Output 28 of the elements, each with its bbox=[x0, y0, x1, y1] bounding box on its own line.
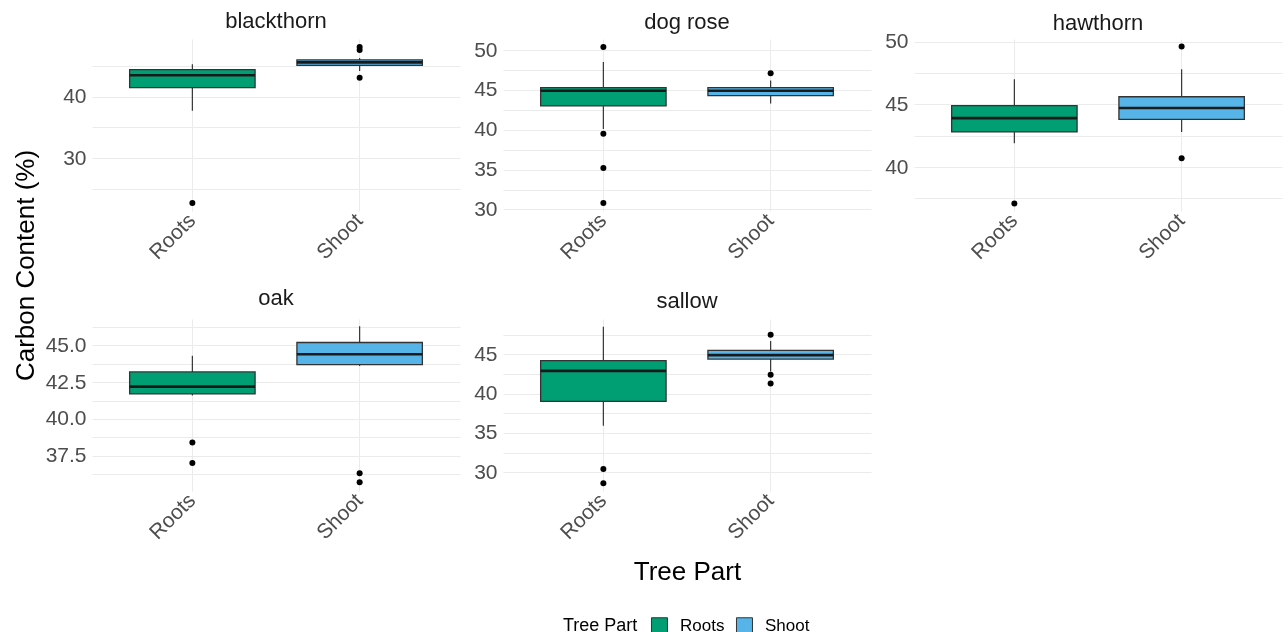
y-axis-title: Carbon Content (%) bbox=[9, 149, 40, 382]
y-tick-label: 45.0 bbox=[45, 332, 87, 356]
legend-label: Roots bbox=[679, 615, 725, 632]
y-tick-label: 40 bbox=[63, 84, 87, 108]
x-axis-title: Tree Part bbox=[633, 556, 742, 587]
chart-title: dog rose bbox=[644, 9, 730, 35]
y-tick-label: 45 bbox=[474, 77, 498, 101]
legend-title: Tree Part bbox=[562, 615, 638, 632]
y-tick-label: 37.5 bbox=[45, 443, 87, 467]
y-tick-label: 40 bbox=[474, 381, 498, 405]
legend-label: Shoot bbox=[764, 615, 810, 632]
y-tick-label: 30 bbox=[63, 145, 87, 169]
y-tick-label: 40 bbox=[474, 117, 498, 141]
y-tick-label: 30 bbox=[474, 196, 498, 220]
y-tick-label: 50 bbox=[885, 29, 909, 53]
y-tick-label: 50 bbox=[474, 37, 498, 61]
y-tick-label: 40 bbox=[885, 154, 909, 178]
chart-title: blackthorn bbox=[225, 8, 327, 33]
y-tick-label: 40.0 bbox=[45, 406, 87, 430]
y-tick-label: 45 bbox=[885, 91, 909, 115]
y-tick-label: 45 bbox=[474, 341, 498, 365]
y-tick-label: 30 bbox=[474, 459, 498, 483]
y-tick-label: 42.5 bbox=[45, 369, 87, 393]
chart-title: hawthorn bbox=[1052, 9, 1144, 35]
y-tick-label: 35 bbox=[474, 420, 498, 444]
chart-title: sallow bbox=[656, 288, 718, 313]
chart-title: oak bbox=[258, 285, 295, 311]
y-tick-label: 35 bbox=[474, 157, 498, 181]
